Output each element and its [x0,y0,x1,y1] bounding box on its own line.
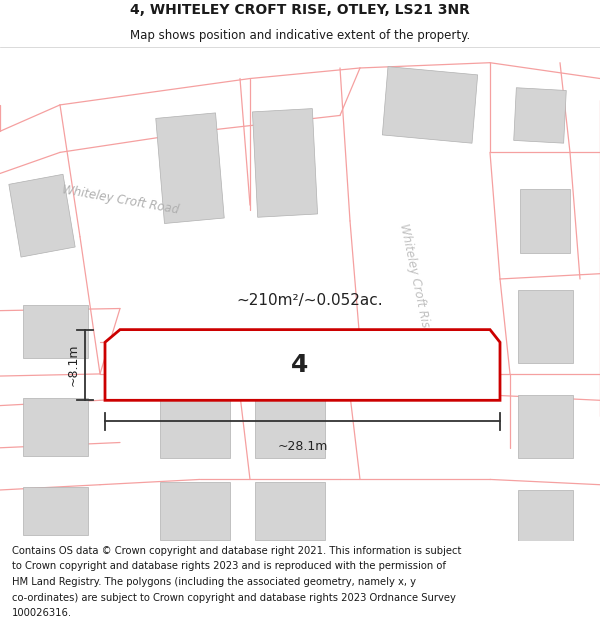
Text: ~8.1m: ~8.1m [67,344,80,386]
Bar [255,482,325,540]
Bar [23,488,88,535]
Bar [23,306,88,358]
Text: 4: 4 [292,354,308,377]
Bar [517,490,572,542]
Bar [9,174,75,257]
Bar [160,482,230,540]
Text: Contains OS data © Crown copyright and database right 2021. This information is : Contains OS data © Crown copyright and d… [12,546,461,556]
Bar [255,395,325,458]
Bar [160,395,230,458]
Text: 4, WHITELEY CROFT RISE, OTLEY, LS21 3NR: 4, WHITELEY CROFT RISE, OTLEY, LS21 3NR [130,3,470,18]
Text: Map shows position and indicative extent of the property.: Map shows position and indicative extent… [130,29,470,42]
Bar [23,398,88,456]
Bar [517,289,572,363]
Bar [514,88,566,143]
Polygon shape [105,329,500,400]
Text: ~28.1m: ~28.1m [277,441,328,453]
Bar [382,67,478,143]
Text: to Crown copyright and database rights 2023 and is reproduced with the permissio: to Crown copyright and database rights 2… [12,561,446,571]
Text: 100026316.: 100026316. [12,608,72,618]
Bar [253,109,317,217]
Text: HM Land Registry. The polygons (including the associated geometry, namely x, y: HM Land Registry. The polygons (includin… [12,577,416,587]
Text: ~210m²/~0.052ac.: ~210m²/~0.052ac. [236,292,383,308]
Text: Whiteley Croft Road: Whiteley Croft Road [61,183,179,216]
Bar [156,113,224,224]
Bar [517,395,572,458]
Text: co-ordinates) are subject to Crown copyright and database rights 2023 Ordnance S: co-ordinates) are subject to Crown copyr… [12,592,456,602]
Bar [520,189,570,253]
Text: Whiteley Croft Rise: Whiteley Croft Rise [397,222,433,336]
